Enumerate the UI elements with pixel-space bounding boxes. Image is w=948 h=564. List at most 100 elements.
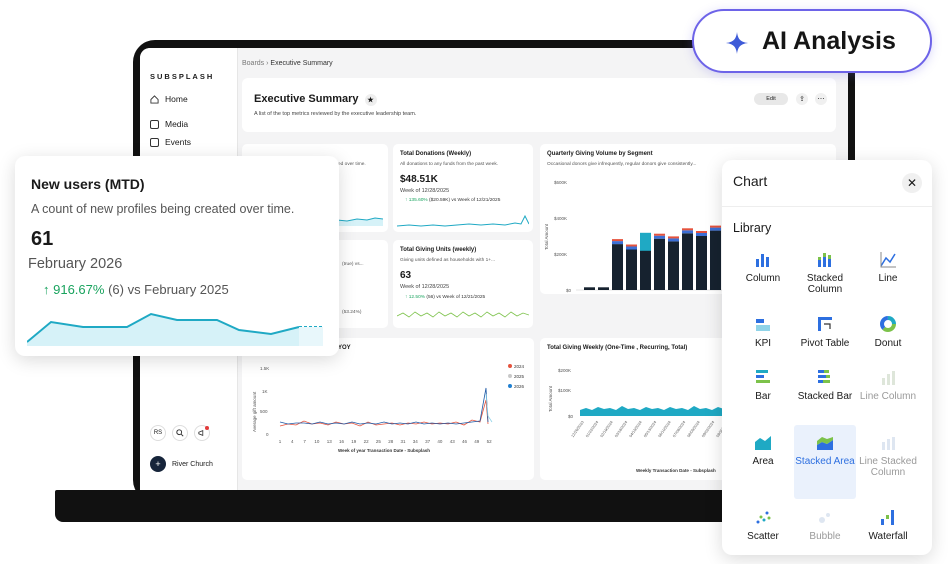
church-switcher[interactable]: + River Church	[150, 456, 213, 472]
quarterly-bar-segment	[612, 239, 623, 242]
average-gift-yoy-card[interactable]: YOY 1.5K 1K 500 0 Average gift amount 1 4…	[242, 338, 534, 480]
x-tick: 2 2023	[610, 292, 623, 294]
sidebar-item-label: Events	[165, 137, 191, 147]
quarterly-bar[interactable]	[584, 287, 595, 290]
x-tick: 07/08/2024	[672, 420, 686, 438]
card-value: 63	[400, 270, 412, 281]
chart-type-donut[interactable]: Donut	[857, 315, 919, 349]
quarterly-bar[interactable]	[612, 244, 623, 290]
quarterly-bar[interactable]	[598, 287, 609, 290]
x-tick: 19	[351, 439, 357, 444]
chart-type-pivot-table[interactable]: Pivot Table	[794, 315, 856, 349]
chart-type-label: Line Stacked Column	[859, 456, 917, 478]
megaphone-icon[interactable]	[194, 425, 210, 441]
x-axis-label: Week of year Transaction Date - Subsplas…	[338, 448, 430, 453]
y-tick: $200K	[554, 252, 567, 257]
more-options-icon[interactable]: ⋯	[815, 93, 827, 105]
sidebar-item-home[interactable]: Home	[150, 94, 188, 104]
quarterly-bar[interactable]	[654, 238, 665, 290]
church-name: River Church	[172, 460, 213, 468]
chart-type-kpi[interactable]: KPI	[732, 315, 794, 349]
star-icon[interactable]: ★	[364, 94, 377, 106]
chart-type-label: Stacked Column	[806, 273, 844, 295]
chart-type-label: Bubble	[809, 531, 841, 542]
chart-type-bar[interactable]: Bar	[732, 368, 794, 402]
quarterly-bar[interactable]	[626, 249, 637, 291]
new-users-popup-card[interactable]: New users (MTD) A count of new profiles …	[15, 156, 339, 356]
x-tick: 49	[474, 439, 480, 444]
quarterly-bar[interactable]	[668, 241, 679, 290]
chart-type-scatter[interactable]: Scatter	[732, 508, 794, 542]
ai-analysis-label: AI Analysis	[762, 27, 896, 55]
legend-2025-swatch	[508, 374, 512, 378]
popup-change: ↑ 916.67% (6) vs February 2025	[43, 282, 229, 297]
sidebar-item-media[interactable]: Media	[150, 119, 188, 129]
x-tick: 46	[462, 439, 468, 444]
x-tick: 16	[339, 439, 345, 444]
chart-type-line[interactable]: Line	[857, 250, 919, 284]
avatar[interactable]: RS	[150, 425, 166, 441]
chart-type-label: Column	[745, 273, 781, 284]
chart-type-stacked-bar[interactable]: Stacked Bar	[794, 368, 856, 402]
chart-type-label: Bar	[755, 391, 771, 402]
x-tick: 4	[291, 439, 294, 444]
kpi-icon	[756, 319, 770, 331]
x-tick: 34	[413, 439, 419, 444]
chart-type-label: Pivot Table	[800, 338, 850, 349]
chart-type-waterfall[interactable]: Waterfall	[857, 508, 919, 542]
x-tick: 31	[400, 439, 406, 444]
y-tick: $200K	[558, 368, 571, 373]
total-giving-units-card[interactable]: Total Giving Units (weekly) Giving units…	[393, 240, 533, 328]
chart-type-label: Stacked Area	[795, 456, 855, 467]
x-tick: 4 2023	[643, 292, 656, 294]
quarterly-bar-segment	[654, 233, 665, 236]
sidebar-utility-row: RS	[150, 425, 210, 441]
stacked-area-chart-icon	[817, 437, 833, 450]
quarterly-bar-segment	[654, 235, 665, 239]
legend-2026-swatch	[508, 384, 512, 388]
divider	[722, 206, 932, 207]
popup-period: February 2026	[28, 256, 123, 272]
y-tick: 500	[260, 409, 268, 414]
sidebar-item-events[interactable]: Events	[150, 137, 191, 147]
chart-type-stacked-column[interactable]: Stacked Column	[794, 250, 856, 295]
search-icon[interactable]	[172, 425, 188, 441]
section-title: Library	[733, 221, 772, 235]
change-detail: (56) vs Week of 12/21/2025	[426, 295, 486, 300]
x-axis-label: Weekly Transaction Date - Subsplash	[636, 468, 716, 473]
x-tick: 3 2023	[626, 292, 639, 294]
quarterly-bar[interactable]	[710, 230, 721, 290]
card-subtitle: All donations to any funds from the past…	[400, 162, 499, 167]
x-tick: 25	[376, 439, 382, 444]
donut-chart-icon	[880, 316, 896, 332]
x-tick: 52	[487, 439, 493, 444]
column-chart-icon	[756, 254, 769, 267]
card-subtitle: ed over time.	[338, 162, 366, 167]
x-tick: 01/22/2024	[585, 420, 599, 438]
line-chart-icon	[880, 252, 896, 268]
quarterly-bar[interactable]	[682, 233, 693, 290]
chart-type-area[interactable]: Area	[732, 433, 794, 467]
sparkline	[337, 217, 383, 226]
scatter-chart-icon	[756, 511, 771, 524]
chart-type-label: Stacked Bar	[797, 391, 853, 402]
chart-type-stacked-area[interactable]: Stacked Area	[794, 425, 856, 499]
total-donations-card[interactable]: Total Donations (Weekly) All donations t…	[393, 144, 533, 232]
share-icon[interactable]: ⇪	[796, 93, 808, 105]
chart-type-label: Waterfall	[868, 531, 908, 542]
quarterly-bar[interactable]	[696, 236, 707, 290]
breadcrumb-root[interactable]: Boards	[242, 60, 265, 67]
x-tick: 43	[450, 439, 456, 444]
popup-title: New users (MTD)	[31, 176, 145, 192]
chart-type-column[interactable]: Column	[732, 250, 794, 284]
quarterly-bar[interactable]	[640, 246, 651, 290]
card-subtitle: Occasional donors give infrequently, reg…	[547, 162, 697, 167]
close-icon[interactable]: ✕	[902, 173, 922, 193]
series-2026-line	[485, 393, 493, 423]
ai-analysis-button[interactable]: AI Analysis	[692, 9, 932, 73]
stacked-bar-chart-icon	[818, 370, 830, 383]
chart-type-label: Scatter	[747, 531, 779, 542]
x-tick: 12/26/2023	[571, 420, 585, 438]
edit-button[interactable]: Edit	[754, 93, 788, 105]
x-tick: 08/05/2024	[687, 420, 701, 438]
